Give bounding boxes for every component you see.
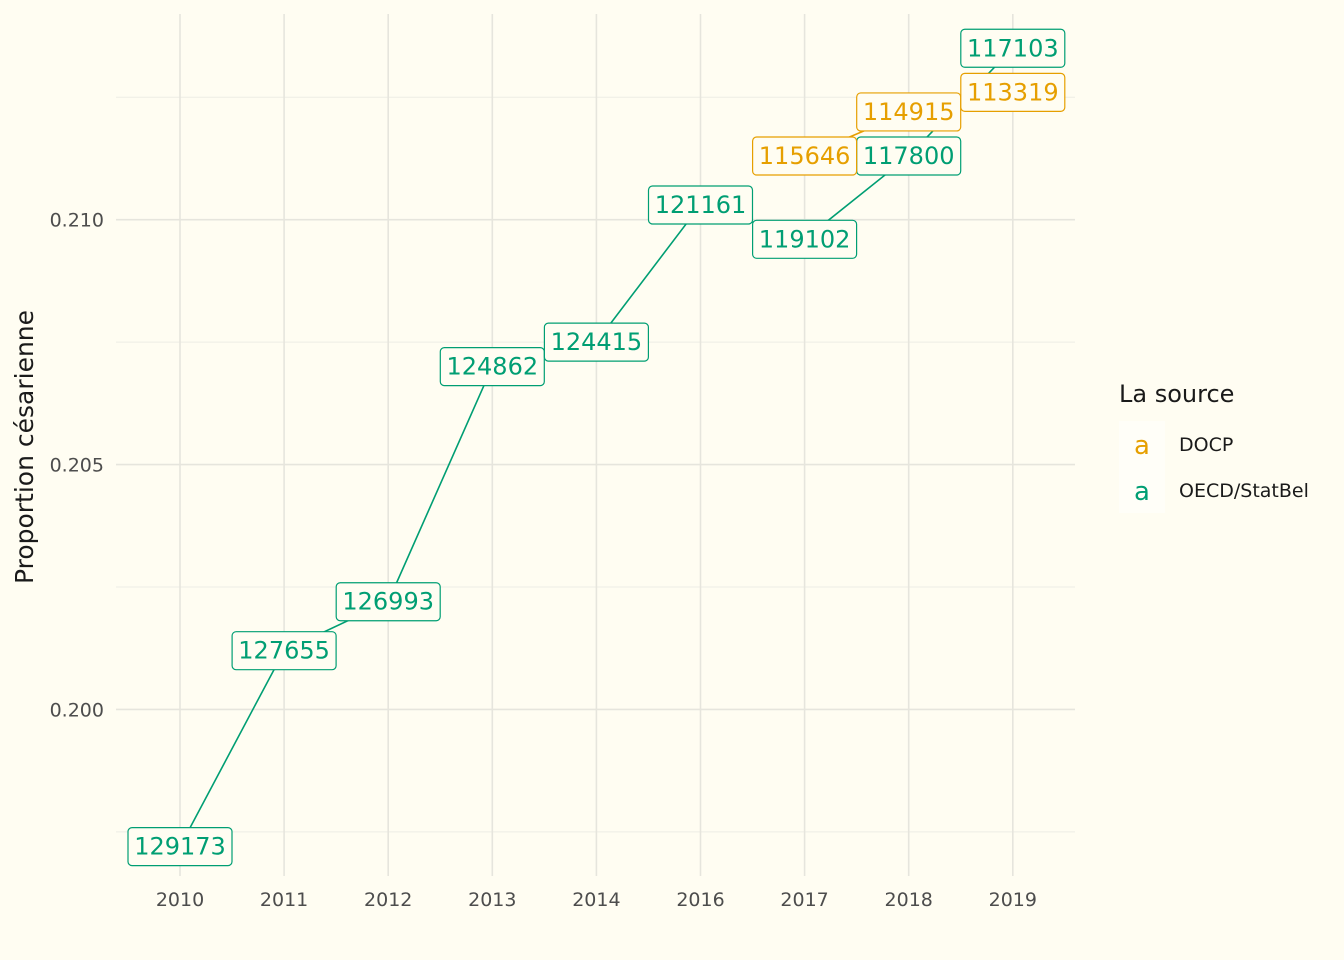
point-label-box	[231, 631, 337, 671]
legend: La source a DOCP a OECD/StatBel	[1119, 380, 1309, 513]
point-label: 129173	[127, 827, 233, 867]
point-label: 117103	[960, 28, 1066, 68]
point-label: 126993	[335, 582, 441, 622]
point-label-text: 127655	[238, 637, 330, 665]
x-tick-label: 2016	[676, 889, 724, 911]
point-label-box	[543, 322, 650, 362]
point-label-box	[960, 72, 1066, 112]
x-tick-label: 2013	[468, 889, 516, 911]
x-tick-label: 2010	[156, 889, 204, 911]
point-label-box	[439, 347, 545, 387]
x-tick-label: 2018	[885, 889, 933, 911]
point-label: 115646	[751, 136, 858, 176]
point-label-box	[856, 92, 962, 132]
x-tick-label: 2019	[989, 889, 1037, 911]
x-tick-label: 2014	[572, 889, 620, 911]
point-label-text: 115646	[759, 142, 851, 170]
point-label-text: 124415	[551, 328, 643, 356]
point-label-box	[647, 185, 754, 225]
point-label-text: 114915	[863, 98, 955, 126]
point-label-box	[127, 827, 233, 867]
legend-label: OECD/StatBel	[1179, 480, 1309, 502]
point-label-box	[751, 136, 858, 176]
point-label-text: 117103	[967, 34, 1059, 62]
legend-key-glyph: a	[1134, 431, 1150, 461]
point-label-text: 129173	[134, 833, 226, 861]
legend-title: La source	[1119, 380, 1234, 408]
x-tick-label: 2011	[260, 889, 308, 911]
point-label: 117800	[856, 136, 962, 176]
point-label-box	[335, 582, 441, 622]
point-label-text: 117800	[863, 142, 955, 170]
point-label: 114915	[856, 92, 962, 132]
point-label: 121161	[647, 185, 754, 225]
point-label-text: 121161	[655, 191, 747, 219]
point-label-text: 124862	[446, 353, 538, 381]
y-tick-label: 0.200	[50, 699, 104, 721]
point-label: 113319	[960, 72, 1066, 112]
grid	[116, 14, 1075, 876]
point-label-box	[960, 28, 1066, 68]
point-labels: 129173 127655 126993 124862 124415 121161 1191…	[127, 28, 1066, 867]
point-label-text: 113319	[967, 78, 1059, 106]
point-label-text: 119102	[759, 225, 851, 253]
point-label-text: 126993	[342, 588, 434, 616]
legend-key	[1119, 421, 1165, 467]
x-tick-label: 2012	[364, 889, 412, 911]
x-axis-ticks: 2010 2011 2012 2013 2014 2016 2017 2018 2019	[156, 889, 1037, 911]
legend-key	[1119, 467, 1165, 513]
point-label: 119102	[751, 219, 858, 259]
y-axis-ticks: 0.200 0.205 0.210	[50, 210, 104, 722]
point-label: 124862	[439, 347, 545, 387]
y-axis-title: Proportion césarienne	[10, 310, 39, 584]
legend-key-glyph: a	[1134, 477, 1150, 507]
legend-label: DOCP	[1179, 434, 1233, 456]
point-label-box	[751, 219, 858, 259]
y-tick-label: 0.205	[50, 455, 104, 477]
y-tick-label: 0.210	[50, 210, 104, 232]
x-tick-label: 2017	[780, 889, 828, 911]
point-label: 127655	[231, 631, 337, 671]
point-label: 124415	[543, 322, 650, 362]
